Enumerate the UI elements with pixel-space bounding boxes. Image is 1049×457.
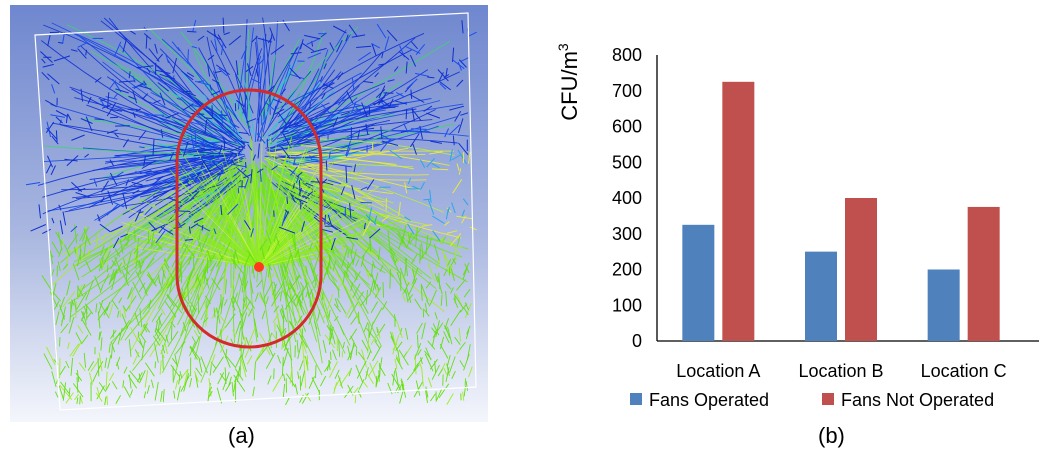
x-category-label: Location A [676, 361, 760, 381]
bars [682, 81, 1000, 341]
bar [722, 81, 755, 341]
x-category-label: Location B [798, 361, 883, 381]
category-labels: Location A Location B Location C [676, 361, 1006, 381]
legend-swatch [822, 393, 834, 405]
y-tick-label: 300 [612, 224, 642, 244]
bar [927, 269, 960, 341]
domain-outline [34, 12, 477, 411]
y-tick-label: 400 [612, 188, 642, 208]
y-axis-label-superscript: 3 [555, 43, 571, 51]
y-axis-label-base: CFU/m [557, 51, 582, 121]
caption-b: (b) [818, 423, 845, 448]
y-tick-label: 700 [612, 81, 642, 101]
legend-swatch [630, 393, 642, 405]
legend-label: Fans Operated [649, 390, 769, 410]
legend: Fans Operated Fans Not Operated [630, 390, 994, 410]
legend-label: Fans Not Operated [841, 390, 994, 410]
flow-visualization-image [10, 5, 488, 422]
caption-a: (a) [228, 423, 255, 448]
bar [845, 198, 877, 341]
y-tick-label: 200 [612, 260, 642, 280]
bar [682, 224, 715, 341]
y-tick-label: 100 [612, 295, 642, 315]
bar [805, 251, 837, 341]
y-tick-label: 500 [612, 152, 642, 172]
y-axis-label: CFU/m3 [555, 43, 582, 121]
highlight-ring [175, 88, 323, 349]
y-tick-label: 600 [612, 117, 642, 137]
x-category-label: Location C [921, 361, 1007, 381]
y-tick-label: 800 [612, 45, 642, 65]
flow-visualization-panel [10, 5, 488, 422]
y-tick-labels: 0 100 200 300 400 500 600 700 800 [612, 45, 642, 351]
bar-chart-panel: 0 100 200 300 400 500 600 700 800 Location A Loca… [545, 0, 1049, 420]
y-tick-label: 0 [632, 331, 642, 351]
hotspot-marker [254, 262, 264, 272]
bar [967, 206, 1000, 341]
